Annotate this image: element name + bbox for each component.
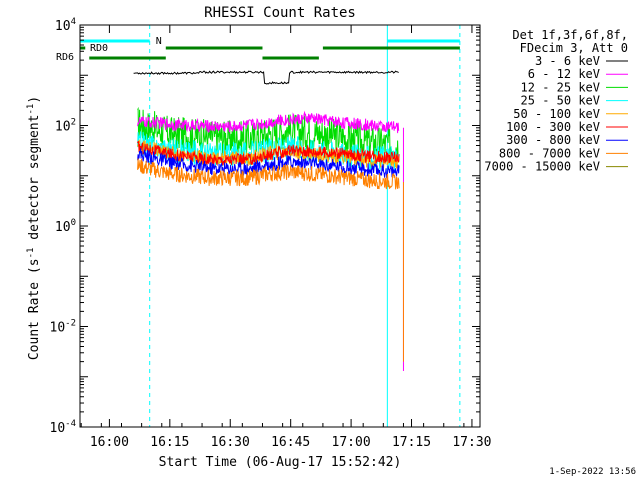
flag-label-n: N xyxy=(156,36,162,47)
y-tick-label-0: 10-4 xyxy=(50,419,77,436)
legend-label-25-50-kev: 25 - 50 keV xyxy=(521,94,600,108)
legend-label-300-800-kev: 300 - 800 keV xyxy=(506,133,600,147)
flag-label-rd6: RD6 xyxy=(56,52,74,63)
chart-title: RHESSI Count Rates xyxy=(204,5,356,21)
y-tick-label-1: 10-2 xyxy=(50,319,77,336)
legend-label-100-300-kev: 100 - 300 keV xyxy=(506,120,600,134)
x-tick-label-5: 17:15 xyxy=(392,435,431,450)
series-line-6-12-kev xyxy=(137,110,400,134)
footer-date: 1-Sep-2022 13:56 xyxy=(549,467,636,477)
legend-label-7000-15000-kev: 7000 - 15000 keV xyxy=(484,160,600,174)
y-tick-label-2: 100 xyxy=(55,218,76,235)
y-axis-label-mid: detector segment xyxy=(27,115,42,248)
y-tick-label-3: 102 xyxy=(55,118,76,135)
y-axis-label: Count Rate (s-1 detector segment-1) xyxy=(26,96,42,360)
y-axis: 10-4 10-2 100 102 104 xyxy=(50,17,480,436)
x-axis: 16:00 16:15 16:30 16:45 17:00 17:15 17:30 xyxy=(80,25,492,450)
series-line-300-800-kev xyxy=(137,148,400,179)
x-tick-label-1: 16:15 xyxy=(150,435,189,450)
x-tick-label-6: 17:30 xyxy=(452,435,491,450)
x-tick-label-2: 16:30 xyxy=(211,435,250,450)
x-tick-label-0: 16:00 xyxy=(90,435,129,450)
plot-area: N RD0 RD6 xyxy=(56,25,461,427)
x-axis-label: Start Time (06-Aug-17 15:52:42) xyxy=(159,455,402,470)
y-axis-label-main: Count Rate (s xyxy=(27,258,42,360)
legend: Det 1f,3f,6f,8f, FDecim 3, Att 0 3 - 6 k… xyxy=(484,28,628,174)
legend-label-800-7000-kev: 800 - 7000 keV xyxy=(499,146,600,160)
legend-header-line2: FDecim 3, Att 0 xyxy=(520,41,628,55)
legend-label-50-100-kev: 50 - 100 keV xyxy=(513,107,600,121)
legend-label-6-12-kev: 6 - 12 keV xyxy=(528,67,600,81)
legend-header-line1: Det 1f,3f,6f,8f, xyxy=(512,28,628,42)
x-tick-label-4: 17:00 xyxy=(332,435,371,450)
y-axis-label-sup2: -1 xyxy=(26,104,36,115)
series-line-3-6-kev xyxy=(133,70,399,85)
y-tick-label-4: 104 xyxy=(55,17,76,34)
y-axis-label-sup1: -1 xyxy=(26,248,36,259)
series-line-800-7000-kev xyxy=(137,158,400,190)
legend-label-3-6-kev: 3 - 6 keV xyxy=(535,54,600,68)
legend-label-12-25-kev: 12 - 25 keV xyxy=(521,80,600,94)
y-axis-label-end: ) xyxy=(27,96,42,104)
x-tick-label-3: 16:45 xyxy=(271,435,310,450)
flag-label-rd0: RD0 xyxy=(90,43,108,54)
